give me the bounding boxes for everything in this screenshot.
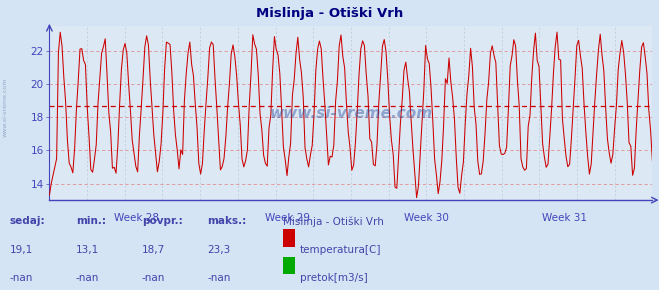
Text: www.si-vreme.com: www.si-vreme.com [3, 77, 8, 137]
Text: Week 30: Week 30 [404, 213, 449, 223]
Text: Mislinja - Otiški Vrh: Mislinja - Otiški Vrh [283, 216, 384, 226]
Text: www.si-vreme.com: www.si-vreme.com [270, 106, 432, 121]
Text: temperatura[C]: temperatura[C] [300, 245, 382, 255]
Text: 13,1: 13,1 [76, 245, 99, 255]
Text: 23,3: 23,3 [208, 245, 231, 255]
Text: 19,1: 19,1 [10, 245, 33, 255]
Text: Week 28: Week 28 [115, 213, 159, 223]
Text: Week 31: Week 31 [542, 213, 587, 223]
Text: pretok[m3/s]: pretok[m3/s] [300, 273, 368, 282]
Text: min.:: min.: [76, 216, 106, 226]
Text: Week 29: Week 29 [265, 213, 310, 223]
Text: -nan: -nan [208, 273, 231, 282]
Text: povpr.:: povpr.: [142, 216, 183, 226]
Text: -nan: -nan [142, 273, 165, 282]
Text: -nan: -nan [76, 273, 99, 282]
Text: sedaj:: sedaj: [10, 216, 45, 226]
Text: 18,7: 18,7 [142, 245, 165, 255]
Text: -nan: -nan [10, 273, 33, 282]
Text: maks.:: maks.: [208, 216, 247, 226]
Text: Mislinja - Otiški Vrh: Mislinja - Otiški Vrh [256, 7, 403, 20]
